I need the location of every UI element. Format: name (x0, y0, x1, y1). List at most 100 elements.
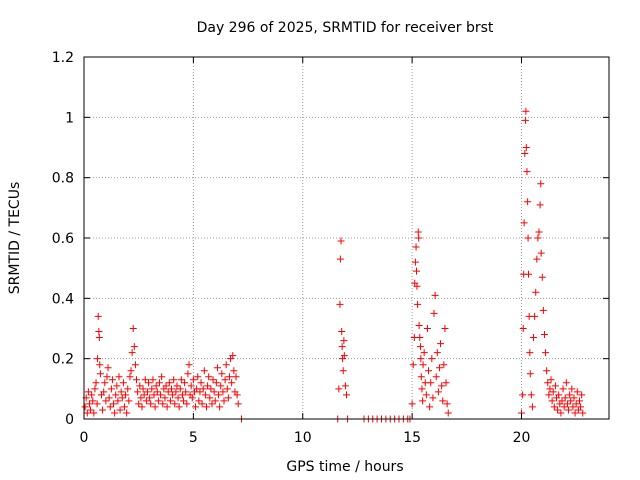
data-point (547, 376, 555, 384)
data-point (92, 379, 100, 387)
data-point (577, 403, 585, 411)
data-point (203, 403, 210, 411)
data-point (170, 376, 178, 384)
data-point (416, 334, 424, 342)
data-point (157, 391, 165, 399)
data-point (189, 376, 197, 384)
data-point (542, 349, 550, 357)
data-point (526, 370, 534, 378)
data-point (540, 331, 548, 339)
data-point (96, 361, 104, 369)
data-point (108, 376, 116, 384)
data-point (443, 400, 451, 408)
data-point (230, 367, 238, 375)
data-point (197, 379, 205, 387)
data-point (178, 391, 186, 399)
y-tick-label: 0.2 (52, 352, 74, 368)
data-point (546, 385, 554, 393)
data-point (565, 406, 573, 414)
data-point (147, 400, 155, 408)
data-point (200, 367, 208, 375)
data-point (198, 400, 206, 408)
data-point (118, 394, 126, 402)
data-point (90, 409, 98, 417)
data-point (221, 376, 229, 384)
data-point (543, 367, 551, 375)
data-point (219, 388, 227, 396)
data-point (181, 379, 189, 387)
x-tick-label: 5 (189, 430, 198, 446)
data-point (111, 409, 119, 417)
data-point (524, 234, 532, 242)
data-point (120, 403, 128, 411)
data-point (134, 388, 142, 396)
data-point (174, 394, 182, 402)
data-point (426, 403, 434, 411)
data-point (544, 379, 552, 387)
data-point (537, 249, 545, 257)
data-point (437, 340, 445, 348)
data-point (184, 370, 192, 378)
data-point (428, 355, 436, 363)
data-point (339, 367, 347, 375)
data-point (343, 391, 350, 399)
data-point (201, 391, 209, 399)
data-point (419, 361, 427, 369)
data-point (113, 382, 121, 390)
data-point (425, 367, 433, 375)
data-point (234, 400, 242, 408)
data-point (152, 382, 160, 390)
data-point (188, 394, 196, 402)
data-point (169, 391, 177, 399)
data-point (95, 328, 103, 336)
data-point (337, 237, 345, 245)
data-point (420, 349, 428, 357)
data-point (531, 312, 539, 320)
data-point (537, 180, 545, 188)
data-point (199, 385, 207, 393)
data-point (159, 400, 167, 408)
data-point (223, 385, 231, 393)
data-point (209, 376, 217, 384)
data-point (336, 300, 344, 308)
data-point (194, 373, 202, 381)
data-point (415, 321, 423, 329)
data-point (204, 382, 212, 390)
data-point (192, 403, 200, 411)
data-point (91, 385, 99, 393)
data-point (525, 270, 532, 278)
data-point (432, 373, 440, 381)
data-point (435, 364, 443, 372)
data-point (195, 397, 203, 405)
data-point (566, 391, 574, 399)
data-point (94, 355, 102, 363)
data-point (527, 391, 535, 399)
data-point (212, 379, 220, 387)
data-point (177, 376, 185, 384)
data-point (536, 201, 544, 209)
data-point (146, 394, 154, 402)
chart-title: Day 296 of 2025, SRMTID for receiver brs… (197, 20, 494, 36)
data-point (341, 382, 349, 390)
data-point (162, 382, 170, 390)
data-point (414, 228, 422, 236)
data-point (180, 397, 188, 405)
data-point (122, 391, 130, 399)
data-point (218, 370, 226, 378)
data-point (105, 394, 113, 402)
data-point (175, 403, 183, 411)
data-point (539, 306, 547, 314)
data-point (140, 391, 148, 399)
data-point (335, 385, 343, 393)
data-point (439, 397, 447, 405)
data-point (524, 198, 532, 206)
data-point (176, 385, 184, 393)
y-tick-label: 0.6 (52, 231, 74, 247)
data-point (138, 403, 146, 411)
data-point (151, 403, 159, 411)
data-point (520, 219, 528, 227)
data-point (135, 400, 143, 408)
data-point (567, 397, 575, 405)
data-point (551, 382, 559, 390)
